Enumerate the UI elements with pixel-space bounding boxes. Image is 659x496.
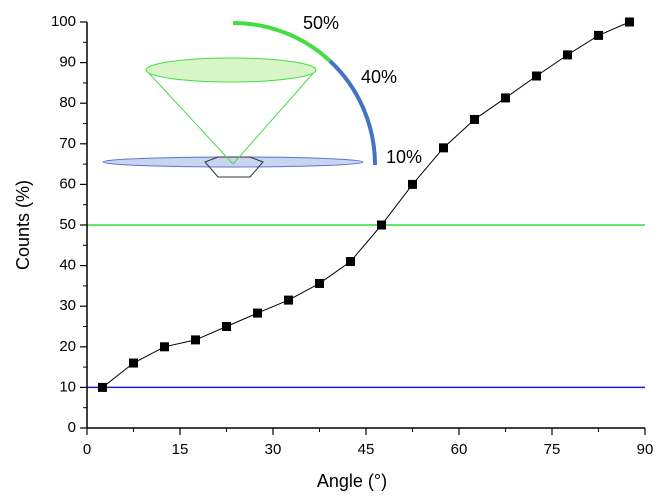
y-tick-label: 90	[59, 54, 76, 71]
data-point	[160, 342, 169, 352]
y-tick-label: 60	[59, 175, 76, 192]
x-axis-label: Angle (°)	[317, 471, 387, 491]
y-tick-label: 0	[68, 419, 76, 436]
y-tick-label: 20	[59, 338, 76, 355]
cone-top	[145, 57, 317, 83]
data-point	[315, 278, 324, 288]
data-point	[408, 179, 417, 189]
data-point	[470, 114, 479, 124]
crystal	[204, 156, 264, 178]
data-point	[222, 322, 231, 331]
annotation: 10%	[386, 147, 422, 167]
data-point	[191, 335, 200, 345]
y-tick-label: 10	[59, 378, 76, 395]
annotation: 50%	[303, 13, 339, 33]
y-axis-label: Counts (%)	[13, 180, 33, 270]
data-point	[501, 93, 510, 103]
data-point	[253, 308, 262, 318]
x-tick-label: 90	[637, 441, 654, 458]
data-point	[439, 143, 448, 153]
series-line	[102, 21, 630, 388]
data-point	[563, 50, 572, 60]
x-tick-label: 75	[544, 441, 561, 458]
inset-diagram: 50% 40% 10%	[102, 13, 422, 178]
y-tick-label: 70	[59, 135, 76, 152]
data-point	[377, 220, 386, 230]
data-point	[284, 295, 293, 305]
cone-edge	[145, 69, 234, 165]
cone-edge	[232, 69, 317, 165]
data-point	[346, 257, 355, 267]
data-point	[625, 17, 634, 27]
x-tick-label: 15	[172, 441, 189, 458]
x-tick-label: 45	[358, 441, 375, 458]
sample-disc	[102, 156, 364, 168]
y-tick-label: 50	[59, 216, 76, 233]
arc-green	[232, 20, 332, 63]
data-point	[129, 358, 138, 368]
data-point	[98, 382, 107, 392]
x-tick-label: 60	[451, 441, 468, 458]
y-tick-label: 30	[59, 297, 76, 314]
y-tick-label: 40	[59, 257, 76, 274]
x-tick-label: 0	[83, 441, 91, 458]
y-tick-label: 80	[59, 94, 76, 111]
data-point	[532, 71, 541, 81]
data-point	[594, 30, 603, 40]
annotation: 40%	[361, 67, 397, 87]
x-tick-label: 30	[265, 441, 282, 458]
arc-blue	[328, 59, 378, 166]
y-tick-label: 100	[51, 13, 76, 30]
